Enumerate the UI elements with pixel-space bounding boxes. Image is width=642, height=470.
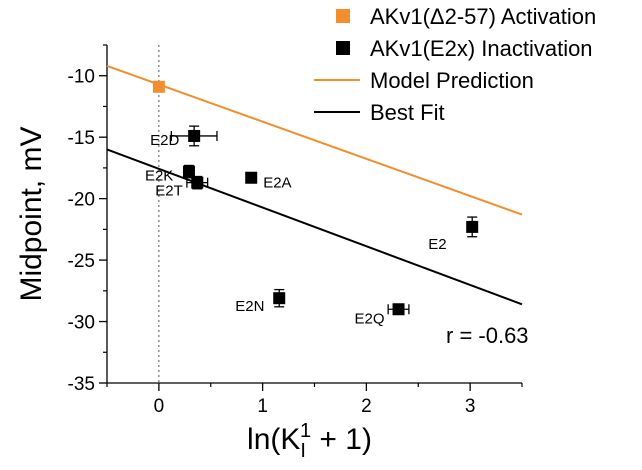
akv1-e2x-inactivation-point xyxy=(273,292,286,305)
model-prediction-line xyxy=(106,64,523,216)
point-label: E2Q xyxy=(355,310,385,327)
akv1-e2x-inactivation-point xyxy=(466,220,479,233)
x-tick-label: 1 xyxy=(257,396,268,417)
y-tick-label: -15 xyxy=(68,128,95,149)
point-label: E2 xyxy=(428,236,446,253)
plot-axes xyxy=(99,44,523,391)
akv1-e2x-inactivation-point xyxy=(182,165,195,178)
x-tick-label: 3 xyxy=(465,396,476,417)
correlation-annotation: r = -0.63 xyxy=(446,323,529,348)
akv1-2-57-activation-point xyxy=(152,80,165,93)
x-axis-title-part: ln(K xyxy=(247,423,300,456)
y-tick-label: -25 xyxy=(68,251,95,272)
legend-item: AKv1(Δ2-57) Activation xyxy=(336,4,596,29)
best-fit-line xyxy=(106,148,523,306)
x-axis-title-part: I xyxy=(300,440,306,462)
x-axis-title-part: + 1) xyxy=(311,423,372,456)
y-tick-label: -30 xyxy=(68,313,95,334)
y-tick-label: -20 xyxy=(68,190,95,211)
legend-label: Model Prediction xyxy=(370,68,534,93)
x-axis-title: ln(KI1 + 1) xyxy=(247,420,372,462)
annotation-group: r = -0.63 xyxy=(446,323,529,348)
akv1-e2x-inactivation-point xyxy=(191,176,204,189)
point-label: E2T xyxy=(155,183,183,200)
x-tick-label: 2 xyxy=(361,396,372,417)
legend-marker xyxy=(336,41,350,55)
legend-item: Model Prediction xyxy=(314,68,534,93)
y-tick-label: -35 xyxy=(68,374,95,395)
akv1-e2x-inactivation-point xyxy=(245,171,258,184)
akv1-e2x-inactivation-point xyxy=(392,303,405,316)
legend-marker xyxy=(336,9,350,23)
y-axis-title: Midpoint, mV xyxy=(15,126,48,301)
akv1-e2x-inactivation-point xyxy=(188,129,201,142)
point-label: E2K xyxy=(145,168,173,185)
legend-item: AKv1(E2x) Inactivation xyxy=(336,36,593,61)
legend-label: Best Fit xyxy=(370,100,445,125)
point-label: E2A xyxy=(263,175,291,192)
point-label: E2N xyxy=(235,298,264,315)
tick-labels-group: 0 1 2 3 -35 -30 -25 -20 -15 -10 xyxy=(68,67,476,417)
legend-item: Best Fit xyxy=(314,100,445,125)
y-tick-label: -10 xyxy=(68,67,95,88)
fit-lines-group xyxy=(106,64,523,306)
x-axis-title-part: 1 xyxy=(300,420,311,442)
x-tick-label: 0 xyxy=(154,396,165,417)
legend-label: AKv1(Δ2-57) Activation xyxy=(370,4,596,29)
legend-label: AKv1(E2x) Inactivation xyxy=(370,36,593,61)
point-label: E2D xyxy=(150,132,179,149)
legend: AKv1(Δ2-57) Activation AKv1(E2x) Inactiva… xyxy=(314,4,596,125)
